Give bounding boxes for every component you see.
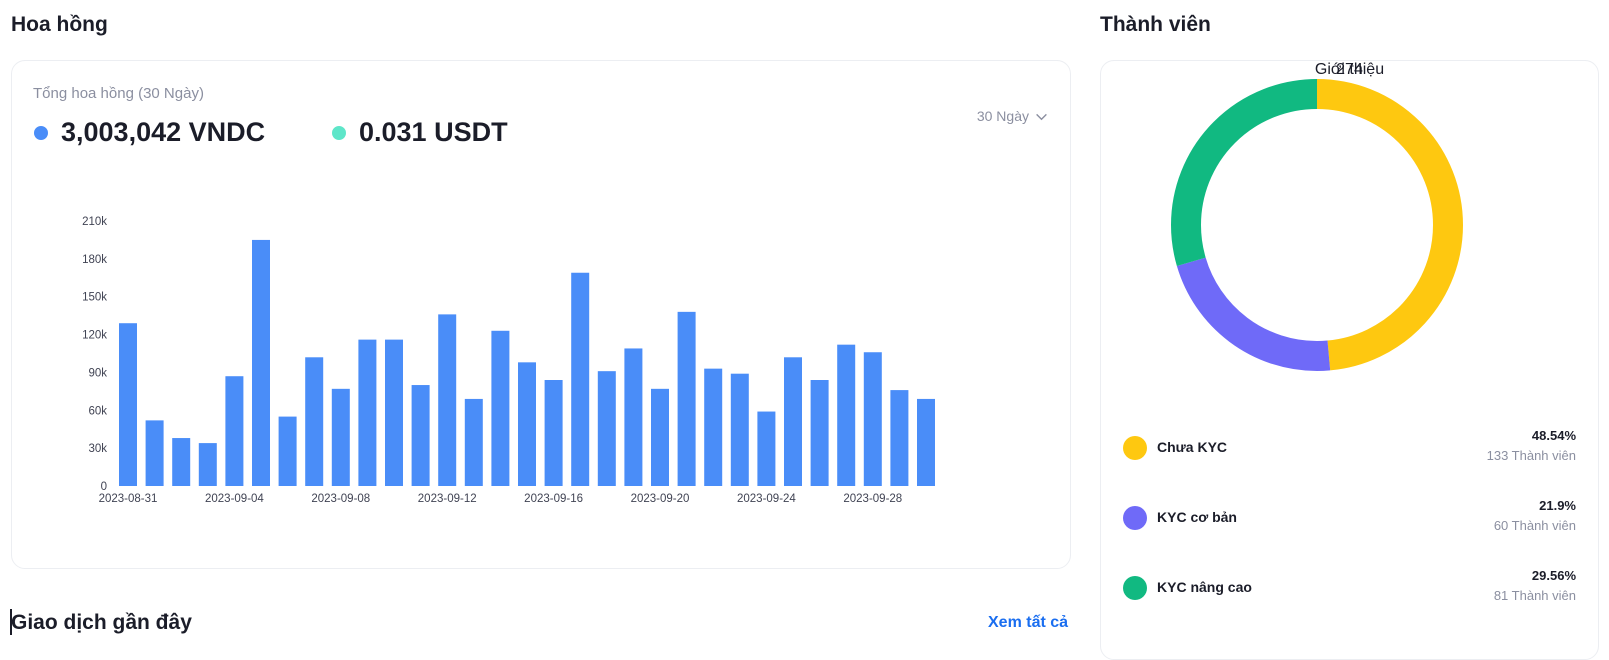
x-axis-tick-label: 2023-09-04 (205, 493, 264, 505)
chart-bar[interactable] (491, 330, 510, 486)
legend-item-basic-kyc: KYC cơ bản 21.9% 60 Thành viên (1123, 498, 1576, 544)
period-dropdown-label: 30 Ngày (976, 108, 1029, 124)
x-axis-tick-label: 2023-09-24 (737, 493, 796, 505)
chart-bar[interactable] (597, 371, 616, 486)
chart-bar[interactable] (704, 368, 723, 486)
x-axis-tick-label: 2023-09-12 (418, 493, 477, 505)
y-axis-tick-label: 0 (101, 481, 107, 493)
x-axis-tick-label: 2023-08-31 (99, 493, 158, 505)
commission-bar-chart: 0 30k 60k 90k 120k 150k 180k 210k 2023-08-31 2023… (82, 216, 935, 505)
chart-bar[interactable] (252, 239, 270, 486)
chart-bar[interactable] (544, 380, 563, 486)
commission-section-title: Hoa hồng (11, 13, 108, 36)
recent-transactions-title: Giao dịch gần đây (11, 611, 192, 634)
chart-bar[interactable] (677, 311, 696, 486)
y-axis-tick-label: 120k (82, 330, 107, 342)
legend-count: 81 Thành viên (1493, 588, 1576, 603)
commission-card: Tổng hoa hồng (30 Ngày) 3,003,042 VNDC 0… (11, 60, 1071, 569)
chart-bar[interactable] (837, 344, 856, 486)
donut-center-value: 274 (1336, 61, 1363, 78)
members-card: Giới thiệu 274 Chưa KYC 48.54% 133 Thành… (1100, 60, 1599, 660)
chart-bar[interactable] (651, 388, 669, 486)
members-section-title: Thành viên (1100, 13, 1211, 36)
total-usdt-value: 0.031 USDT (359, 117, 508, 147)
text-cursor (10, 609, 12, 635)
legend-dot-icon (1123, 506, 1147, 530)
legend-item-unverified: Chưa KYC 48.54% 133 Thành viên (1123, 428, 1576, 474)
chart-bar[interactable] (571, 272, 590, 486)
legend-percent: 21.9% (1539, 498, 1576, 513)
chart-bar[interactable] (385, 339, 403, 486)
legend-percent: 29.56% (1531, 568, 1576, 583)
x-axis-tick-label: 2023-09-16 (524, 493, 583, 505)
chart-bar[interactable] (730, 373, 749, 486)
usdt-dot-icon (332, 125, 346, 140)
chart-bar[interactable] (863, 352, 882, 486)
chart-bar[interactable] (278, 416, 297, 486)
chart-bar[interactable] (438, 314, 457, 486)
donut-segment[interactable] (1171, 79, 1463, 371)
chart-bar[interactable] (119, 323, 137, 486)
chart-bar[interactable] (225, 376, 244, 486)
chart-bar[interactable] (917, 398, 935, 486)
legend-percent: 48.54% (1531, 428, 1576, 443)
legend-item-advanced-kyc: KYC nâng cao 29.56% 81 Thành viên (1123, 568, 1576, 614)
chart-bar[interactable] (305, 357, 324, 486)
chart-bar[interactable] (518, 362, 536, 486)
see-all-link[interactable]: Xem tất cả (988, 614, 1069, 631)
y-axis-tick-label: 180k (82, 254, 107, 266)
chart-bar[interactable] (784, 357, 802, 486)
x-axis-tick-label: 2023-09-08 (311, 493, 370, 505)
period-dropdown[interactable]: 30 Ngày (977, 108, 1048, 124)
x-axis-tick-label: 2023-09-28 (843, 493, 902, 505)
y-axis-tick-label: 90k (88, 367, 107, 379)
y-axis-tick-label: 30k (88, 443, 107, 455)
total-vndc: 3,003,042 VNDC (34, 117, 265, 148)
donut-segment[interactable] (1171, 79, 1463, 371)
chart-bar[interactable] (810, 380, 829, 486)
y-axis-tick-label: 60k (88, 405, 107, 417)
total-usdt: 0.031 USDT (332, 117, 508, 148)
chart-bar[interactable] (172, 438, 191, 486)
vndc-dot-icon (34, 125, 48, 140)
chevron-down-icon (1036, 113, 1047, 120)
legend-dot-icon (1123, 436, 1147, 460)
legend-count: 133 Thành viên (1486, 448, 1576, 463)
chart-bar[interactable] (757, 411, 776, 486)
chart-bar[interactable] (198, 443, 217, 486)
chart-bar[interactable] (358, 339, 377, 486)
x-axis-tick-label: 2023-09-20 (631, 493, 690, 505)
chart-bar[interactable] (464, 398, 483, 486)
chart-bar[interactable] (624, 348, 643, 486)
chart-bar[interactable] (411, 385, 430, 486)
y-axis-tick-label: 150k (82, 292, 107, 304)
legend-label: KYC nâng cao (1157, 579, 1252, 595)
donut-center-label: Giới thiệu (1314, 61, 1385, 78)
commission-subtitle: Tổng hoa hồng (30 Ngày) (33, 85, 204, 102)
legend-label: Chưa KYC (1157, 439, 1228, 455)
total-vndc-value: 3,003,042 VNDC (61, 117, 266, 147)
chart-bar[interactable] (145, 420, 164, 486)
y-axis-tick-label: 210k (82, 216, 107, 228)
legend-count: 60 Thành viên (1493, 518, 1576, 533)
chart-bar[interactable] (331, 388, 350, 486)
legend-label: KYC cơ bản (1157, 509, 1237, 525)
chart-bar[interactable] (890, 390, 909, 486)
members-donut-chart (1171, 79, 1463, 371)
legend-dot-icon (1123, 576, 1147, 600)
